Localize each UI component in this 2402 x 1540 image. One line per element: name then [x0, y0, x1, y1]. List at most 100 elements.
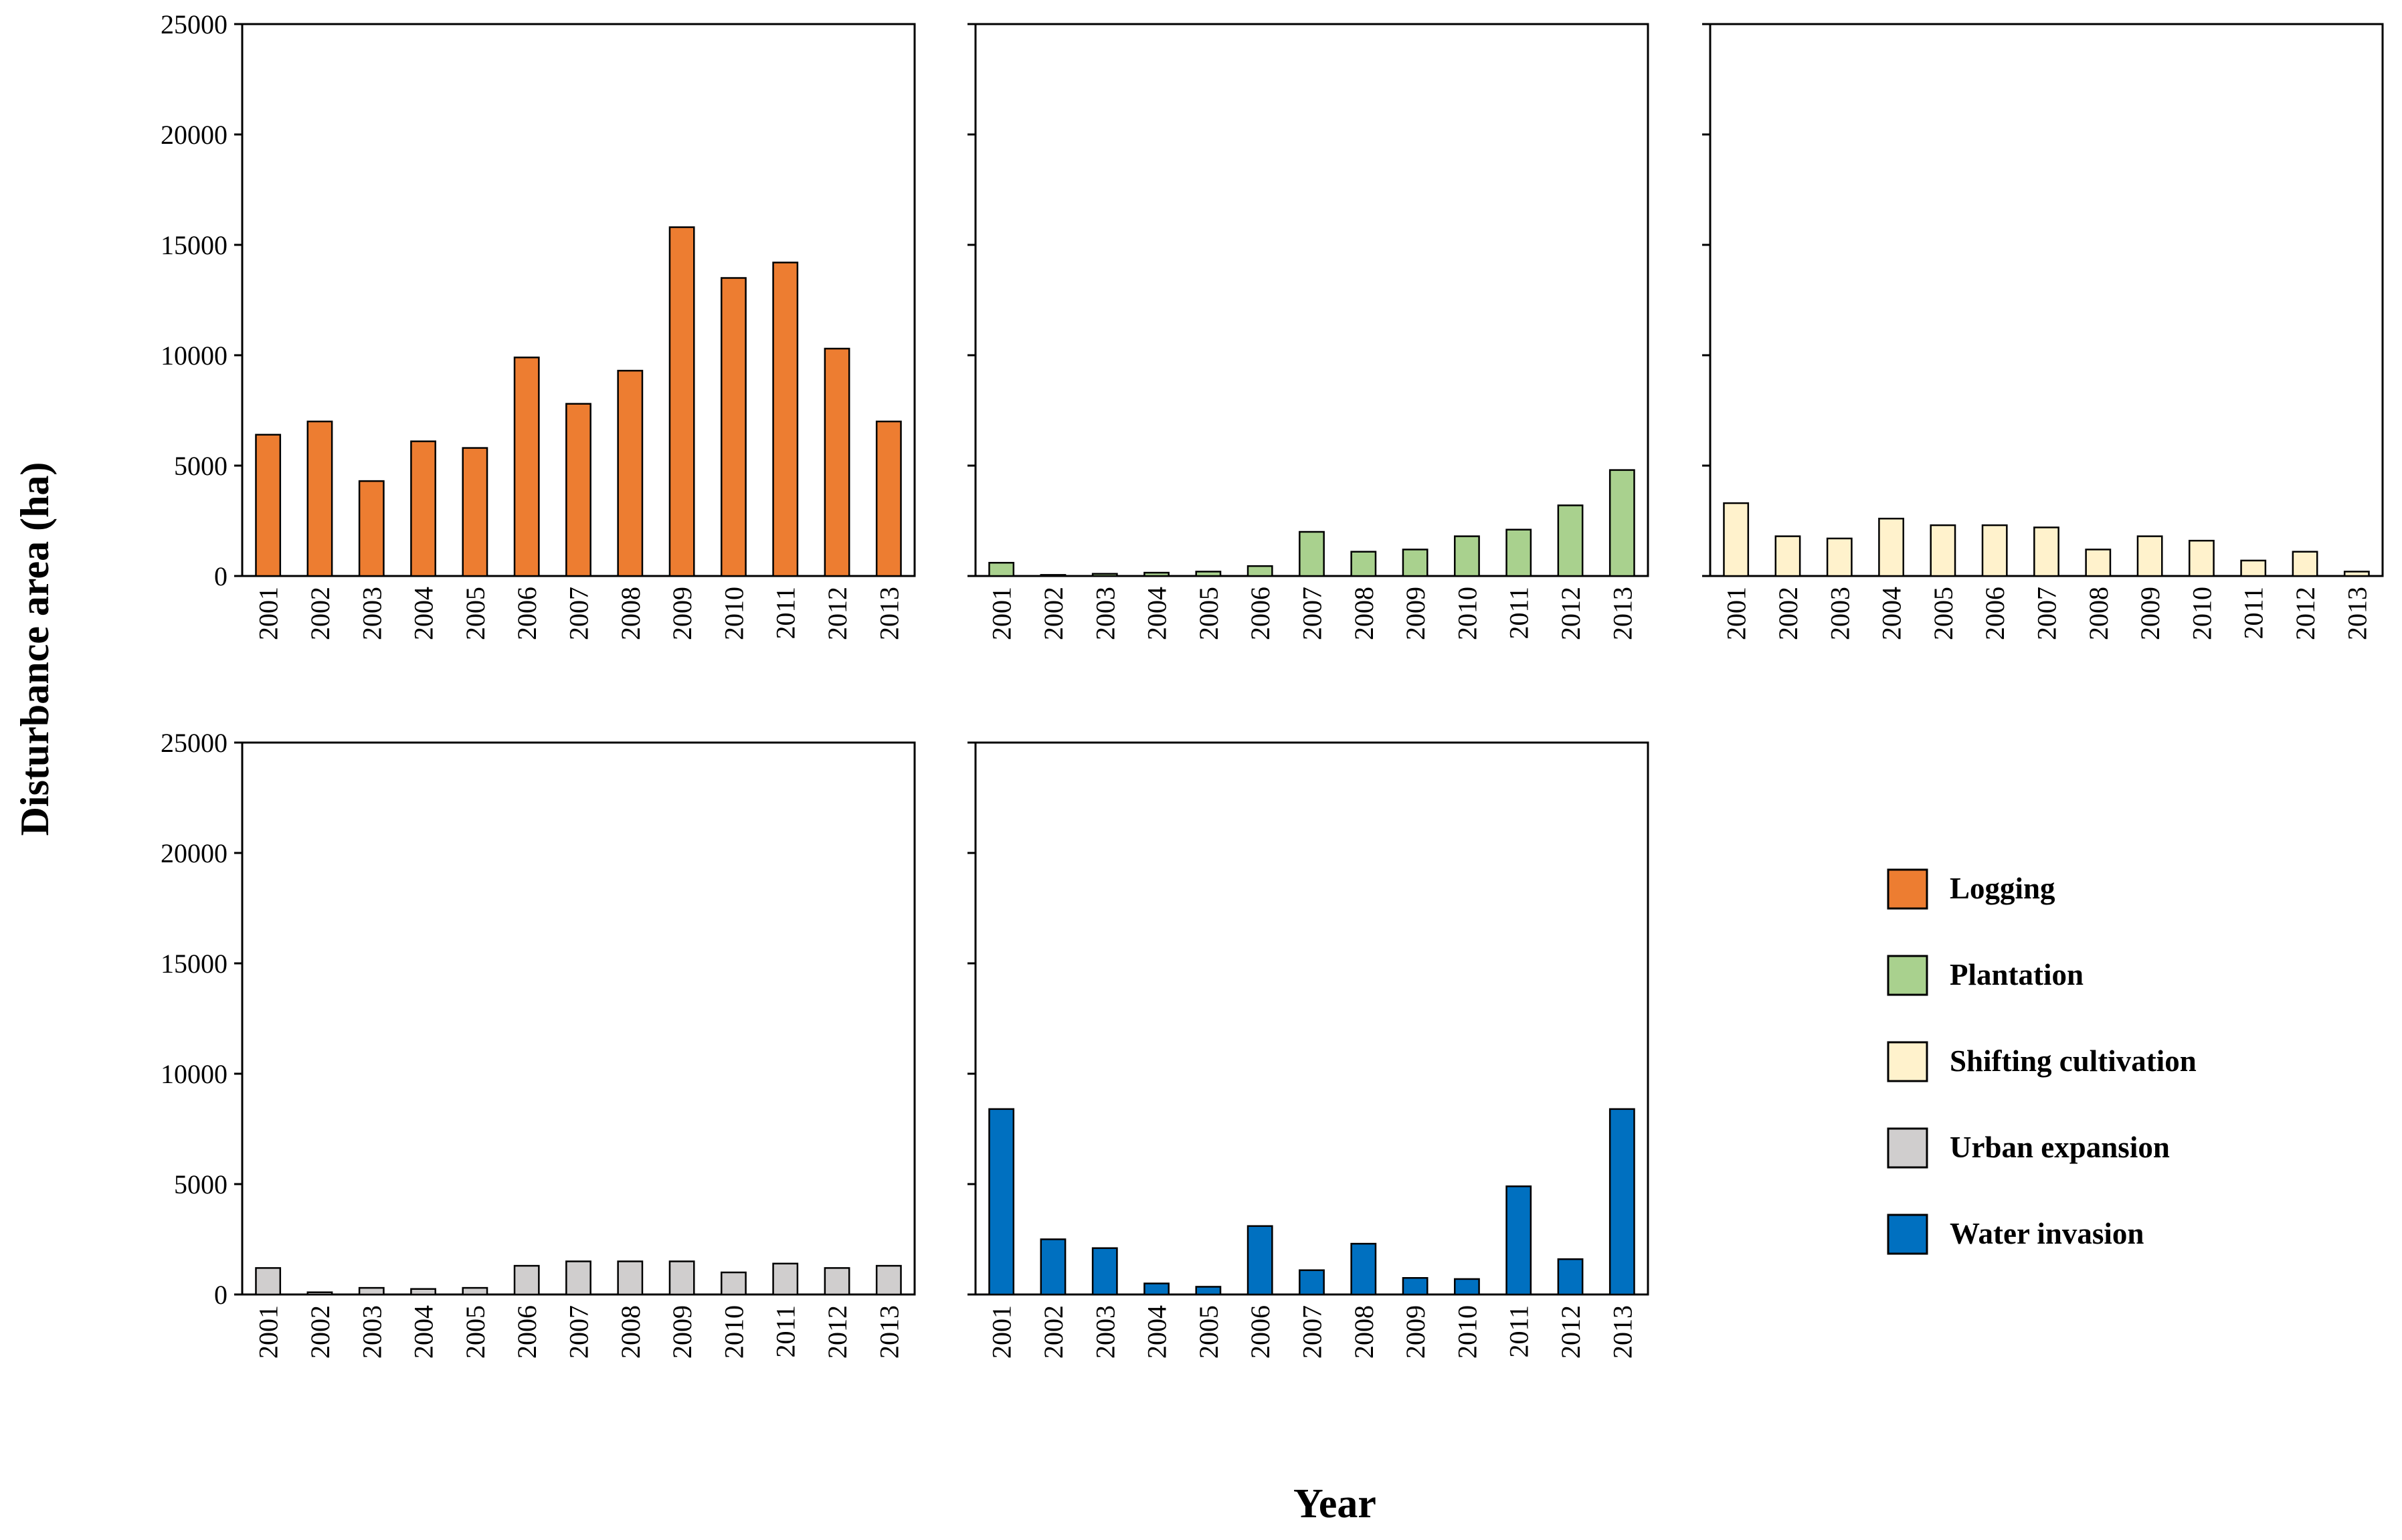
y-tick-label: 20000: [161, 120, 227, 150]
bar-2004: [1878, 517, 1904, 577]
x-tick-label: 2005: [1928, 587, 1958, 640]
y-tick-label: 20000: [161, 838, 227, 868]
x-tick-label: 2009: [2135, 587, 2165, 640]
plot-frame: [974, 23, 1649, 577]
bar-2006: [1246, 565, 1273, 577]
panel-shifting-cultivation: 2001 2002 2003 2004 2005 2006 2007 2008 2009 2010…: [1702, 23, 2384, 640]
plot-frame: [974, 741, 1649, 1296]
x-tick-label: 2010: [1452, 587, 1482, 640]
bar-2004: [410, 440, 436, 577]
bar-2010: [721, 277, 747, 577]
x-tick-label: 2006: [512, 1305, 542, 1359]
plot-frame: [1709, 23, 2384, 577]
x-tick-label: 2011: [1504, 1305, 1534, 1358]
x-tick-label: 2011: [771, 587, 801, 640]
bar-2003: [1091, 573, 1118, 577]
x-tick-label: 2005: [460, 587, 490, 640]
x-tick-label: 2003: [1825, 587, 1855, 640]
bar-2011: [2240, 559, 2267, 577]
bar-2008: [617, 1260, 644, 1296]
x-tick-label: 2003: [357, 1305, 387, 1359]
bar-2008: [617, 369, 644, 577]
x-tick-label: 2011: [2239, 587, 2269, 640]
bar-2008: [1350, 551, 1377, 577]
bar-2003: [358, 480, 385, 577]
x-tick-label: 2006: [512, 587, 542, 640]
bar-2004: [1143, 571, 1170, 577]
x-tick-label: 2002: [305, 587, 335, 640]
x-tick-label: 2004: [1142, 587, 1172, 640]
bar-2009: [668, 1260, 695, 1296]
y-tick-label: 5000: [174, 451, 227, 481]
bar-2005: [462, 1286, 488, 1296]
x-tick-label: 2012: [1556, 1305, 1586, 1359]
bar-2012: [1557, 504, 1584, 577]
bar-2006: [1246, 1225, 1273, 1296]
bar-2012: [824, 1267, 850, 1296]
bar-2002: [1040, 574, 1067, 577]
bar-2009: [1402, 1277, 1428, 1296]
bar-2001: [988, 1108, 1015, 1296]
x-tick-label: 2005: [1194, 1305, 1224, 1359]
x-tick-label: 2004: [409, 587, 439, 640]
bar-2005: [462, 447, 488, 577]
x-tick-label: 2002: [305, 1305, 335, 1359]
bar-2002: [306, 420, 333, 577]
x-tick-label: 2013: [1607, 1305, 1637, 1359]
x-tick-label: 2006: [1245, 587, 1275, 640]
x-tick-label: 2013: [2342, 587, 2372, 640]
bar-2011: [772, 262, 799, 577]
legend-label: Logging: [1950, 872, 2055, 905]
legend-item-plantation: Plantation: [1887, 955, 2084, 996]
bar-2012: [824, 347, 850, 577]
x-tick-label: 2004: [1877, 587, 1907, 640]
bar-2013: [875, 1264, 902, 1296]
legend-label: Water invasion: [1950, 1217, 2144, 1250]
x-tick-label: 2005: [460, 1305, 490, 1359]
bar-2001: [988, 561, 1015, 577]
legend-label: Urban expansion: [1950, 1131, 2170, 1164]
x-tick-label: 2006: [1980, 587, 2010, 640]
bar-2012: [1557, 1258, 1584, 1296]
legend-item-shifting-cultivation: Shifting cultivation: [1887, 1041, 2197, 1082]
bar-2007: [1299, 1269, 1325, 1296]
panel-logging: 0 5000 10000 15000 20000 25000 2001 2002 2003 200…: [161, 9, 916, 640]
bar-2013: [1608, 469, 1635, 577]
y-axis-title: Disturbance area (ha): [13, 462, 57, 836]
x-tick-label: 2006: [1245, 1305, 1275, 1359]
bar-2003: [1091, 1247, 1118, 1296]
y-tick-label: 15000: [161, 949, 227, 979]
x-tick-label: 2002: [1773, 587, 1803, 640]
x-tick-label: 2013: [874, 1305, 904, 1359]
x-tick-label: 2008: [616, 1305, 646, 1359]
x-tick-label: 2004: [409, 1305, 439, 1359]
bar-2001: [1723, 502, 1750, 577]
x-tick-label: 2010: [719, 1305, 749, 1359]
bar-2003: [358, 1286, 385, 1296]
bar-2007: [565, 1260, 591, 1296]
bar-2011: [1505, 528, 1532, 577]
legend-swatch: [1887, 868, 1928, 910]
bar-2006: [513, 357, 540, 577]
x-tick-label: 2003: [1090, 1305, 1120, 1359]
x-tick-label: 2001: [254, 1305, 284, 1359]
bar-2011: [1505, 1185, 1532, 1296]
bar-2002: [306, 1291, 333, 1296]
x-tick-label: 2009: [667, 1305, 697, 1359]
panel-plantation: 2001 2002 2003 2004 2005 2006 2007 2008 2009 2010…: [967, 23, 1649, 640]
x-tick-label: 2001: [987, 1305, 1017, 1359]
legend: Logging Plantation Shifting cultivation Urb…: [1887, 868, 2197, 1255]
y-tick-label: 25000: [161, 728, 227, 758]
x-tick-label: 2004: [1142, 1305, 1172, 1359]
x-tick-label: 2013: [874, 587, 904, 640]
bar-2001: [255, 1267, 282, 1296]
x-tick-label: 2005: [1194, 587, 1224, 640]
x-tick-label: 2009: [1400, 587, 1430, 640]
bar-2013: [2343, 571, 2370, 577]
x-tick-label: 2003: [357, 587, 387, 640]
x-tick-label: 2010: [1452, 1305, 1482, 1359]
legend-swatch: [1887, 1041, 1928, 1082]
bar-2010: [721, 1271, 747, 1296]
bar-2010: [1454, 1278, 1480, 1296]
panel-water-invasion: 2001 2002 2003 2004 2005 2006 2007 2008 2009 2010…: [967, 741, 1649, 1359]
